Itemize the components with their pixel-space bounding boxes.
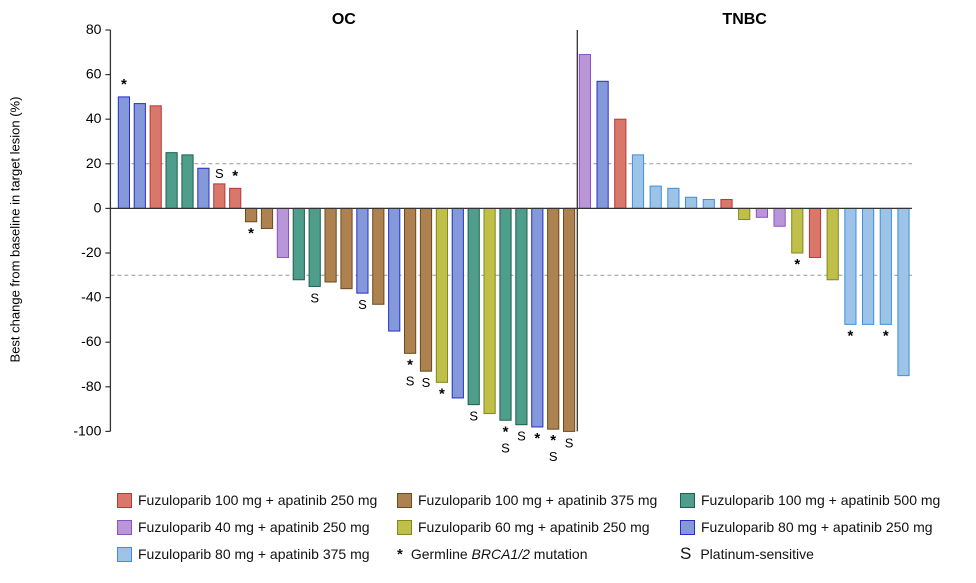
svg-text:20: 20: [86, 155, 102, 171]
svg-text:S: S: [565, 435, 574, 450]
svg-text:S: S: [422, 375, 431, 390]
svg-text:-20: -20: [81, 244, 101, 260]
svg-text:*: *: [248, 225, 254, 242]
svg-text:80: 80: [86, 21, 102, 37]
svg-text:OC: OC: [332, 11, 356, 28]
svg-text:*: *: [794, 256, 800, 273]
svg-text:-40: -40: [81, 289, 101, 305]
svg-text:S: S: [215, 166, 224, 181]
svg-text:60: 60: [86, 66, 102, 82]
svg-text:*: *: [534, 430, 540, 447]
svg-text:*: *: [847, 327, 853, 344]
svg-text:*: *: [439, 385, 445, 402]
svg-text:*: *: [550, 432, 556, 449]
svg-text:0: 0: [94, 199, 102, 215]
svg-text:TNBC: TNBC: [722, 11, 767, 28]
svg-text:S: S: [406, 373, 415, 388]
svg-text:-80: -80: [81, 378, 101, 394]
svg-text:-100: -100: [73, 422, 101, 438]
svg-text:S: S: [517, 429, 526, 444]
svg-text:*: *: [121, 76, 127, 93]
svg-text:S: S: [501, 440, 510, 455]
svg-text:S: S: [469, 409, 478, 424]
svg-text:-60: -60: [81, 333, 101, 349]
svg-text:*: *: [232, 167, 238, 184]
svg-text:*: *: [883, 327, 889, 344]
svg-text:*: *: [407, 356, 413, 373]
svg-text:S: S: [310, 290, 319, 305]
svg-text:*: *: [503, 423, 509, 440]
svg-text:40: 40: [86, 110, 102, 126]
svg-text:S: S: [549, 449, 558, 464]
svg-text:S: S: [358, 297, 367, 312]
